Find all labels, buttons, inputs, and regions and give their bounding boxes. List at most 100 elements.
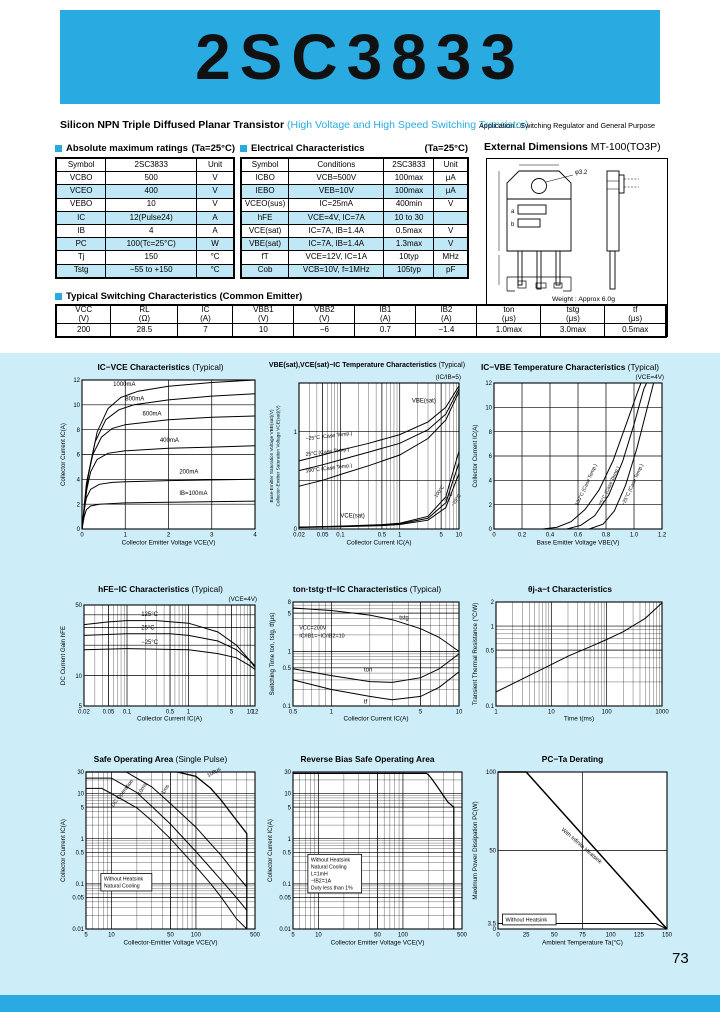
table-header-cell: 2SC3833 — [383, 157, 435, 173]
svg-text:200mA: 200mA — [179, 470, 198, 476]
svg-text:L=1mH: L=1mH — [311, 871, 328, 877]
svg-text:2: 2 — [489, 503, 493, 509]
svg-text:600mA: 600mA — [143, 411, 162, 417]
table-cell: IEBO — [240, 184, 290, 199]
section-switching-header: Typical Switching Characteristics (Commo… — [55, 291, 302, 302]
svg-text:75: 75 — [579, 933, 586, 939]
svg-text:1ms: 1ms — [161, 783, 171, 795]
svg-text:12: 12 — [73, 378, 80, 384]
svg-text:Collector Current IC(A): Collector Current IC(A) — [137, 716, 202, 723]
svg-text:Maximum Power Dissipation PC(W: Maximum Power Dissipation PC(W) — [472, 801, 479, 899]
svg-text:5: 5 — [288, 611, 292, 617]
svg-text:Without Heatsink: Without Heatsink — [506, 917, 548, 923]
svg-text:5: 5 — [230, 710, 234, 716]
svg-text:10: 10 — [456, 710, 463, 716]
svg-text:10: 10 — [108, 933, 115, 939]
table-header-cell: VBB2 (V) — [293, 304, 356, 324]
chart-canvas: 1 10 100 1000 0.1 0.5 1 2 Time t(ms) Transient Th… — [472, 600, 669, 722]
table-header-cell: Conditions — [288, 157, 385, 173]
svg-text:12: 12 — [485, 381, 492, 387]
svg-text:0.1: 0.1 — [123, 710, 132, 716]
svg-text:0: 0 — [77, 527, 81, 533]
svg-text:100: 100 — [602, 710, 613, 716]
chart-ic-vbe: IC−VBE Temperature Characteristics (Typi… — [470, 362, 670, 552]
table-row: IB 4 A — [55, 223, 235, 239]
chart-canvas: 0.02 0.05 0.1 0.5 1 5 101251050125°C25°C−25°CC… — [60, 603, 259, 723]
svg-text:Collector Emitter Voltage VCE(: Collector Emitter Voltage VCE(V) — [331, 940, 425, 947]
table-cell: VCE(sat) — [240, 223, 290, 239]
svg-text:−25°C: −25°C — [141, 640, 159, 646]
table-cell: V — [433, 223, 469, 239]
svg-text:25°C: 25°C — [141, 626, 155, 632]
table-header-cell: VCC (V) — [55, 304, 112, 324]
svg-text:6: 6 — [77, 453, 81, 459]
device-description-highlight: (High Voltage and High Speed Switching T… — [286, 119, 529, 131]
svg-text:−25°C (Case Temp.): −25°C (Case Temp.) — [305, 431, 353, 443]
section-elec-title: Electrical Characteristics — [251, 143, 365, 154]
section-elec-header: Electrical Characteristics (Ta=25°C) — [240, 143, 468, 154]
svg-text:1000mA: 1000mA — [113, 382, 135, 388]
svg-text:0: 0 — [492, 533, 496, 539]
table-cell: fT — [240, 250, 290, 265]
svg-text:5: 5 — [288, 805, 292, 811]
table-header-cell: Symbol — [55, 157, 107, 173]
svg-text:IC/IB1=−IC/IB2=10: IC/IB1=−IC/IB2=10 — [299, 633, 344, 639]
svg-text:3.5: 3.5 — [488, 922, 497, 928]
chart-vbesat-vcesat: VBE(sat),VCE(sat)−IC Temperature Charact… — [267, 362, 467, 552]
package-weight: Weight : Approx 6.0g — [552, 296, 615, 303]
table-cell: W — [196, 237, 235, 252]
table-header-row: VCC (V) RL (Ω) IC (A) VBB1 (V) VBB2 (V) IB1 (… — [55, 304, 667, 324]
svg-text:Collector Current IC(A): Collector Current IC(A) — [344, 716, 409, 723]
table-cell: pF — [433, 263, 469, 279]
chart-canvas: 0.5 1 5 100.10.5158VCC=200VIC/IB1=−IC/IB2=1… — [269, 600, 463, 723]
svg-text:Base Emitter Voltage VBE(V): Base Emitter Voltage VBE(V) — [537, 540, 620, 547]
table-row: IEBO VEB=10V 100max μA — [240, 184, 469, 199]
section-ext-dim-header: External Dimensions MT-100(TO3P) — [484, 141, 661, 153]
table-cell: VCE=4V, IC=7A — [288, 210, 385, 225]
svg-text:0.2: 0.2 — [518, 533, 527, 539]
chart-title: VBE(sat),VCE(sat)−IC Temperature Charact… — [268, 362, 466, 369]
svg-text:100: 100 — [191, 933, 202, 939]
svg-text:8: 8 — [77, 428, 81, 434]
svg-text:−IB2=1A: −IB2=1A — [311, 878, 332, 884]
data-table: Symbol Conditions 2SC3833 Unit ICBO VCB=500V 1… — [240, 157, 469, 279]
table-cell: 12(Pulse24) — [105, 210, 198, 225]
svg-text:IB=100mA: IB=100mA — [179, 491, 207, 497]
svg-text:Collector Emitter Voltage VCE(: Collector Emitter Voltage VCE(V) — [122, 540, 216, 547]
svg-text:Collector Current IC(A): Collector Current IC(A) — [347, 540, 412, 547]
svg-text:0.5: 0.5 — [283, 666, 292, 672]
table-header-cell: IB2 (A) — [415, 304, 478, 324]
part-number-banner: 2SC3833 — [60, 10, 660, 104]
table-row: VBE(sat) IC=7A, IB=1.4A 1.3max V — [240, 237, 469, 252]
table-row: Tstg −55 to +150 °C — [55, 263, 235, 279]
chart-canvas: 0 1 2 3 40246810121000mA800mA600mA400mA200mA… — [60, 378, 257, 547]
svg-text:2: 2 — [77, 502, 81, 508]
chart-title: IC−VBE Temperature Characteristics (Typi… — [480, 362, 660, 372]
package-drawing: a b φ3.2 — [498, 164, 639, 292]
table-cell: VCE=12V, IC=1A — [288, 250, 385, 265]
bottom-bar — [0, 995, 720, 1012]
svg-text:1: 1 — [398, 533, 402, 539]
table-cell: Tstg — [55, 263, 107, 279]
chart-pc-ta-derating: PC−Ta Derating 0 25 50 75 100 125 150 0 3.5 50 100… — [470, 754, 675, 952]
svg-text:0: 0 — [80, 533, 84, 539]
svg-text:0.05: 0.05 — [103, 710, 115, 716]
svg-text:0.1: 0.1 — [283, 882, 292, 888]
package-label-a: a — [511, 209, 515, 215]
table-row: VEBO 10 V — [55, 197, 235, 212]
table-cell: 7 — [177, 323, 234, 338]
table-row: PC 100(Tc=25°C) W — [55, 237, 235, 252]
svg-text:0.02: 0.02 — [78, 710, 90, 716]
device-description: Silicon NPN Triple Diffused Planar Trans… — [60, 119, 285, 131]
svg-text:30: 30 — [284, 770, 291, 776]
table-row: VCEO 400 V — [55, 184, 235, 199]
section-bullet-icon — [240, 145, 247, 152]
table-cell: 0.5max — [383, 223, 435, 239]
table-cell: Tj — [55, 250, 107, 265]
table-header-cell: IC (A) — [177, 304, 234, 324]
chart-title: θj-a−t Characteristics — [527, 584, 613, 594]
svg-text:tstg: tstg — [399, 616, 409, 622]
svg-text:1: 1 — [330, 710, 334, 716]
table-row: fT VCE=12V, IC=1A 10typ MHz — [240, 250, 469, 265]
svg-text:Base-Emitter Saturation Voltag: Base-Emitter Saturation Voltage VBE(sat)… — [269, 409, 274, 502]
